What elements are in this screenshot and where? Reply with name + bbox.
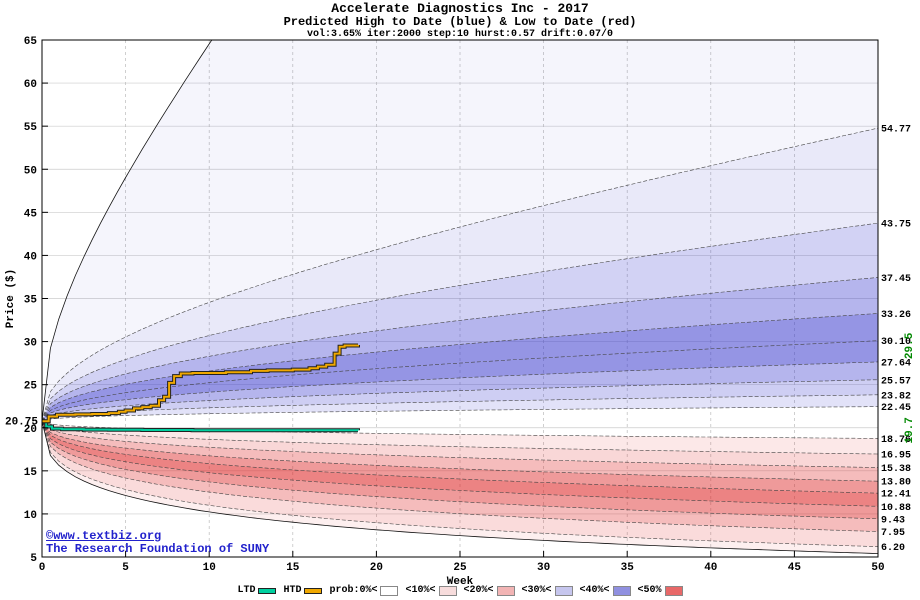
legend-item-50: <50%: [638, 585, 683, 596]
x-tick-label: 40: [704, 562, 717, 574]
axis-ticks: 0 5 10 15 20 25 30 35 40 45 5051015202530354045505…: [24, 36, 885, 574]
quantile-value-label: 22.45: [881, 403, 911, 414]
x-tick-label: 15: [286, 562, 300, 574]
quantile-value-label: 27.64: [881, 358, 911, 369]
legend-item-40: <40%<: [580, 585, 631, 596]
quantile-value-label: 54.77: [881, 125, 911, 136]
legend-swatch: [438, 585, 457, 596]
y-tick-label: 50: [24, 165, 37, 177]
title-block: Accelerate Diagnostics Inc - 2017 Predic…: [0, 1, 920, 41]
quantile-value-label: 37.45: [881, 274, 911, 285]
x-tick-label: 5: [122, 562, 129, 574]
x-tick-label: 0: [39, 562, 46, 574]
legend-swatch: [496, 585, 515, 596]
watermark: ©www.textbiz.org The Research Foundation…: [46, 530, 269, 556]
legend-label: <30%<: [521, 585, 552, 596]
y-tick-label: 10: [24, 510, 37, 522]
y-axis-label: Price ($): [5, 269, 17, 328]
legend-label: <10%<: [405, 585, 436, 596]
legend-swatch: [258, 587, 277, 594]
y-tick-label: 25: [24, 381, 38, 393]
watermark-org: The Research Foundation of SUNY: [46, 542, 270, 556]
htd-line: [42, 343, 360, 424]
quantile-value-label: 43.75: [881, 220, 911, 231]
y-tick-label: 35: [24, 295, 38, 307]
x-tick-label: 45: [788, 562, 802, 574]
y-tick-label: 65: [24, 36, 38, 48]
chart-subtitle: Predicted High to Date (blue) & Low to D…: [283, 15, 637, 29]
quantile-value-label: 7.95: [881, 528, 905, 539]
quantile-value-label: 10.88: [881, 503, 911, 514]
chart-title: Accelerate Diagnostics Inc - 2017: [331, 1, 589, 16]
legend-label: prob:0%<: [329, 585, 378, 596]
legend-item-prob0: prob:0%<: [329, 585, 399, 596]
quantile-value-label: 30.10: [881, 337, 911, 348]
legend-label: <50%: [637, 585, 662, 596]
quantile-value-label: 16.95: [881, 451, 911, 462]
y-tick-label: 30: [24, 338, 37, 350]
quantile-lines: [42, 40, 878, 554]
quantile-value-label: 6.20: [881, 543, 905, 554]
quantile-value-label: 13.80: [881, 478, 911, 489]
x-tick-label: 35: [621, 562, 635, 574]
y-tick-label: 20: [24, 424, 37, 436]
legend-label: HTD: [283, 585, 302, 596]
legend-label: <40%<: [579, 585, 610, 596]
ltd-current-label: 19.7: [904, 417, 916, 443]
legend-swatch: [664, 585, 683, 596]
start-price-label: 20.75: [5, 416, 38, 428]
chart-params: vol:3.65% iter:2000 step:10 hurst:0.57 d…: [306, 29, 614, 40]
quantile-value-label: 23.82: [881, 391, 911, 402]
x-tick-label: 10: [203, 562, 216, 574]
legend-item-30: <30%<: [522, 585, 573, 596]
legend-label: LTD: [237, 585, 256, 596]
y-tick-label: 55: [24, 122, 38, 134]
y-tick-label: 40: [24, 251, 37, 263]
legend-swatch: [554, 585, 573, 596]
y-tick-label: 5: [30, 553, 37, 565]
quantile-value-label: 9.43: [881, 515, 905, 526]
legend-label: <20%<: [463, 585, 494, 596]
legend-swatch: [304, 587, 323, 594]
x-tick-label: 30: [537, 562, 550, 574]
quantile-value-label: 33.26: [881, 310, 911, 321]
y-tick-label: 45: [24, 208, 38, 220]
grid: [42, 40, 878, 557]
y-tick-label: 15: [24, 467, 38, 479]
watermark-link[interactable]: ©www.textbiz.org: [46, 529, 162, 543]
probability-bands: [42, 40, 878, 554]
legend-item-ltd: LTD: [237, 585, 277, 596]
legend-item-htd: HTD: [283, 585, 323, 596]
quantile-value-label: 15.38: [881, 464, 911, 475]
x-tick-label: 50: [871, 562, 884, 574]
quantile-value-label: 18.76: [881, 435, 911, 446]
y-tick-label: 60: [24, 79, 37, 91]
htd-current-label: 29.5: [904, 332, 916, 359]
legend-item-10: <10%<: [405, 585, 457, 596]
legend-swatch: [612, 585, 631, 596]
quantile-value-label: 12.41: [881, 490, 911, 501]
legend: LTD HTD prob:0%< <10%< <20%< <30%< <40%< <50%: [0, 585, 920, 596]
ltd-line: [42, 420, 360, 433]
x-tick-label: 25: [453, 562, 467, 574]
quantile-value-label: 25.57: [881, 376, 911, 387]
legend-swatch: [380, 585, 399, 596]
x-tick-label: 20: [370, 562, 383, 574]
legend-item-20: <20%<: [464, 585, 515, 596]
x-axis-label: Week: [447, 576, 474, 588]
